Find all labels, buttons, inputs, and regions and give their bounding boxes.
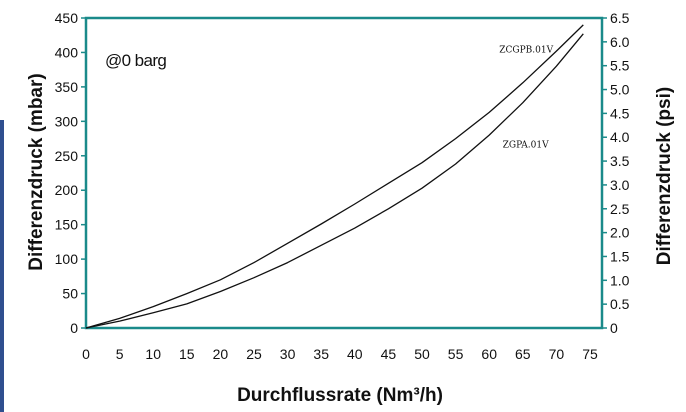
y-tick-label: 300 <box>55 113 79 129</box>
x-tick-label: 20 <box>213 346 229 362</box>
x-tick-label: 50 <box>414 346 430 362</box>
y2-tick-label: 6.5 <box>610 10 630 26</box>
y-tick-label: 50 <box>62 286 78 302</box>
y2-tick-label: 5.5 <box>610 58 630 74</box>
y-tick-label: 200 <box>55 182 79 198</box>
left-edge-bar <box>0 120 4 412</box>
x-tick-label: 55 <box>448 346 464 362</box>
y-tick-label: 350 <box>55 79 79 95</box>
y-tick-label: 250 <box>55 148 79 164</box>
y-tick-label: 450 <box>55 10 79 26</box>
y-tick-label: 150 <box>55 217 79 233</box>
plot-frame <box>84 16 604 330</box>
y2-tick-label: 3.0 <box>610 177 630 193</box>
y2-tick-label: 5.0 <box>610 82 630 98</box>
x-tick-label: 0 <box>82 346 90 362</box>
y-axis-title-right: Differenzdruck (psi) <box>654 87 675 265</box>
y-tick-label: 100 <box>55 251 79 267</box>
y-tick-label: 400 <box>55 44 79 60</box>
y2-tick-label: 6.0 <box>610 34 630 50</box>
x-tick-label: 25 <box>246 346 262 362</box>
annotation-pressure: @0 barg <box>105 51 166 70</box>
x-axis-title: Durchflussrate (Nm³/h) <box>237 385 443 406</box>
series-line-0 <box>85 24 584 329</box>
series-label-0: ZCGPB.01V <box>499 45 553 55</box>
x-tick-label: 70 <box>549 346 565 362</box>
y2-tick-label: 4.5 <box>610 105 630 121</box>
x-tick-label: 15 <box>179 346 195 362</box>
y2-tick-label: 0.5 <box>610 296 630 312</box>
x-tick-label: 75 <box>582 346 598 362</box>
x-tick-label: 40 <box>347 346 363 362</box>
x-tick-label: 60 <box>481 346 497 362</box>
y2-tick-label: 1.0 <box>610 272 630 288</box>
y2-tick-label: 2.5 <box>610 201 630 217</box>
y2-tick-label: 4.0 <box>610 129 630 145</box>
y-axis-title-left: Differenzdruck (mbar) <box>26 73 47 270</box>
x-tick-label: 65 <box>515 346 531 362</box>
y2-tick-label: 2.0 <box>610 225 630 241</box>
y2-tick-label: 3.5 <box>610 153 630 169</box>
series-label-1: ZGPA.01V <box>503 141 549 151</box>
x-tick-label: 35 <box>313 346 329 362</box>
series-line-1 <box>85 33 584 329</box>
x-tick-label: 45 <box>381 346 397 362</box>
y-tick-label: 0 <box>70 320 78 336</box>
x-tick-label: 5 <box>116 346 124 362</box>
x-tick-label: 30 <box>280 346 296 362</box>
y2-tick-label: 0 <box>610 320 618 336</box>
x-tick-label: 10 <box>145 346 161 362</box>
y2-tick-label: 1.5 <box>610 248 630 264</box>
